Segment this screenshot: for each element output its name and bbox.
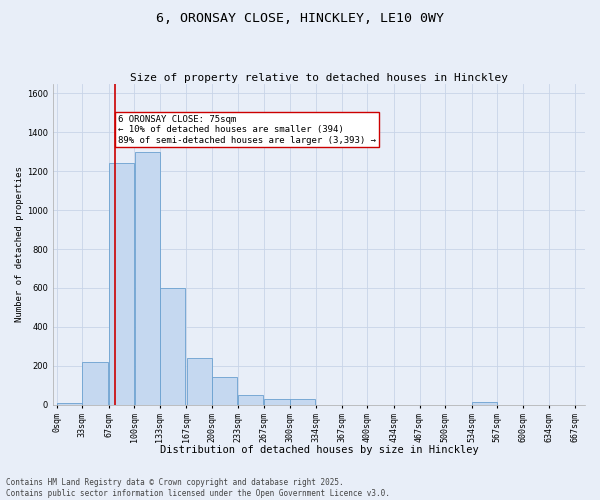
Text: 6 ORONSAY CLOSE: 75sqm
← 10% of detached houses are smaller (394)
89% of semi-de: 6 ORONSAY CLOSE: 75sqm ← 10% of detached… <box>118 115 376 144</box>
Bar <box>238 395 263 404</box>
Title: Size of property relative to detached houses in Hinckley: Size of property relative to detached ho… <box>130 73 508 83</box>
Y-axis label: Number of detached properties: Number of detached properties <box>15 166 24 322</box>
Text: 6, ORONSAY CLOSE, HINCKLEY, LE10 0WY: 6, ORONSAY CLOSE, HINCKLEY, LE10 0WY <box>156 12 444 26</box>
Text: Contains HM Land Registry data © Crown copyright and database right 2025.
Contai: Contains HM Land Registry data © Crown c… <box>6 478 390 498</box>
Bar <box>290 399 315 404</box>
X-axis label: Distribution of detached houses by size in Hinckley: Distribution of detached houses by size … <box>160 445 478 455</box>
Bar <box>212 378 238 404</box>
Bar <box>472 402 497 404</box>
Bar <box>109 164 134 404</box>
Bar <box>134 152 160 405</box>
Bar <box>160 288 185 405</box>
Bar <box>57 402 82 404</box>
Bar <box>82 362 108 405</box>
Bar <box>264 399 290 404</box>
Bar <box>187 358 212 405</box>
